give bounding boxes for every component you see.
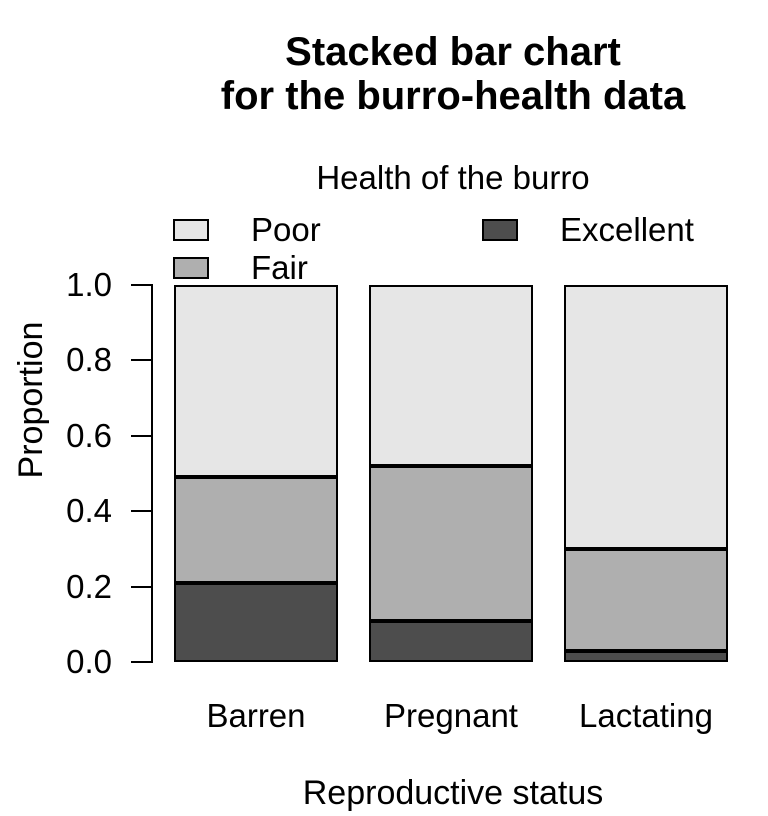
y-tick-mark xyxy=(131,284,152,286)
x-category-label-barren: Barren xyxy=(206,697,306,734)
y-tick-label: 0.0 xyxy=(66,643,112,680)
legend-item-excellent: Excellent xyxy=(482,213,694,247)
y-tick-label: 0.6 xyxy=(66,416,112,454)
y-tick-label: 1.0 xyxy=(66,266,112,303)
bar-segment-barren-excellent xyxy=(174,582,338,662)
bar-segment-lactating-fair xyxy=(564,548,728,651)
legend-swatch-poor xyxy=(173,219,209,241)
y-tick-label: 0.8 xyxy=(66,341,112,379)
y-tick-mark xyxy=(131,359,152,362)
x-category-label-pregnant: Pregnant xyxy=(384,697,518,734)
legend-label-poor: Poor xyxy=(251,211,321,248)
y-tick-label: 0.2 xyxy=(66,567,112,605)
legend-item-fair: Fair xyxy=(173,251,308,285)
bar-segment-barren-fair xyxy=(174,477,338,583)
y-tick-label: 0.4 xyxy=(66,492,112,530)
y-tick-mark xyxy=(131,661,152,663)
chart-title-line2: for the burro-health data xyxy=(220,74,686,118)
legend-swatch-fair xyxy=(173,257,209,279)
legend-title: Health of the burro xyxy=(316,159,590,196)
bar-segment-barren-poor xyxy=(174,285,338,478)
legend-label-fair: Fair xyxy=(251,249,308,286)
bar-segment-pregnant-poor xyxy=(369,285,533,466)
y-tick-mark xyxy=(131,434,152,437)
chart-title: Stacked bar chart for the burro-health d… xyxy=(146,30,760,118)
bar-segment-lactating-poor xyxy=(564,285,728,549)
x-axis-title: Reproductive status xyxy=(302,774,604,812)
legend-swatch-excellent xyxy=(482,219,518,241)
legend-label-excellent: Excellent xyxy=(560,211,694,248)
y-tick-mark xyxy=(131,585,152,588)
y-axis-line xyxy=(151,284,153,663)
bar-segment-pregnant-excellent xyxy=(369,620,533,662)
bar-segment-lactating-excellent xyxy=(564,650,728,662)
x-category-label-lactating: Lactating xyxy=(579,697,713,734)
bar-segment-pregnant-fair xyxy=(369,465,533,621)
y-tick-mark xyxy=(131,510,152,513)
legend-item-poor: Poor xyxy=(173,213,321,247)
chart-title-line1: Stacked bar chart xyxy=(285,30,621,74)
